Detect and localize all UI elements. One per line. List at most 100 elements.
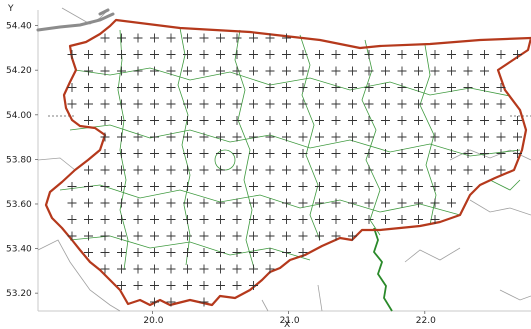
- grid-plus-mark: [232, 116, 242, 125]
- grid-plus-mark: [480, 83, 489, 92]
- grid-plus-mark: [166, 165, 176, 175]
- grid-plus-mark: [232, 66, 242, 76]
- grid-plus-mark: [216, 248, 225, 257]
- grid-plus-mark: [265, 50, 275, 59]
- grid-plus-mark: [183, 165, 192, 175]
- grid-plus-mark: [133, 198, 143, 208]
- grid-plus-mark: [463, 132, 473, 142]
- grid-plus-mark: [249, 83, 258, 92]
- grid-plus-mark: [117, 264, 126, 274]
- grid-plus-mark: [216, 99, 225, 109]
- grid-plus-mark: [397, 83, 407, 92]
- grid-plus-mark: [117, 215, 126, 224]
- grid-plus-mark: [348, 198, 357, 208]
- grid-plus-mark: [183, 83, 192, 92]
- grid-plus-mark: [166, 50, 176, 59]
- grid-plus-mark: [100, 99, 110, 109]
- grid-plus-mark: [199, 132, 209, 142]
- grid-plus-mark: [183, 248, 192, 257]
- grid-plus-mark: [265, 83, 275, 92]
- grid-plus-mark: [265, 33, 275, 43]
- grid-plus-mark: [463, 99, 473, 109]
- grid-plus-mark: [249, 231, 258, 241]
- grid-plus-mark: [216, 215, 225, 224]
- grid-plus-mark: [414, 132, 423, 142]
- grid-plus-mark: [166, 231, 176, 241]
- grid-plus-mark: [430, 182, 440, 191]
- grid-plus-mark: [463, 182, 473, 191]
- grid-plus-mark: [183, 149, 192, 158]
- grid-plus-mark: [348, 231, 357, 241]
- grid-plus-mark: [298, 215, 308, 224]
- grid-plus-mark: [183, 182, 192, 191]
- grid-plus-mark: [414, 165, 423, 175]
- grid-plus-mark: [381, 50, 390, 59]
- grid-plus-mark: [84, 215, 93, 224]
- grid-plus-mark: [463, 165, 473, 175]
- grid-plus-mark: [496, 132, 506, 142]
- grid-plus-mark: [447, 99, 456, 109]
- grid-plus-mark: [331, 50, 341, 59]
- grid-plus-mark: [117, 50, 126, 59]
- grid-plus-mark: [117, 33, 126, 43]
- grid-plus-mark: [447, 50, 456, 59]
- grid-plus-mark: [100, 231, 110, 241]
- grid-plus-mark: [216, 50, 225, 59]
- y-axis-ticks: 54.40 54.20 54.00 53.80 53.60 53.40 53.20: [6, 22, 38, 299]
- grid-plus-mark: [232, 264, 242, 274]
- grid-plus-mark: [364, 165, 374, 175]
- grid-plus-mark: [265, 182, 275, 191]
- grid-plus-mark: [216, 231, 225, 241]
- grid-plus-mark: [496, 83, 506, 92]
- grid-plus-mark: [199, 99, 209, 109]
- grid-plus-mark: [513, 132, 522, 142]
- grid-plus-mark: [117, 231, 126, 241]
- grid-plus-mark: [331, 149, 341, 158]
- y-tick-label: 53.60: [6, 200, 32, 210]
- grid-plus-mark: [232, 248, 242, 257]
- grid-plus-mark: [133, 132, 143, 142]
- grid-plus-mark: [100, 198, 110, 208]
- grid-plus-mark: [117, 66, 126, 76]
- grid-plus-mark: [265, 149, 275, 158]
- grid-plus-mark: [331, 231, 341, 241]
- grid-plus-mark: [513, 116, 522, 125]
- grid-plus-mark: [249, 50, 258, 59]
- grid-plus-mark: [249, 182, 258, 191]
- grid-plus-mark: [348, 215, 357, 224]
- grid-plus-mark: [381, 149, 390, 158]
- grid-plus-mark: [100, 116, 110, 125]
- grid-plus-mark: [133, 50, 143, 59]
- grid-plus-mark: [496, 149, 506, 158]
- grid-plus-mark: [282, 248, 291, 257]
- grid-plus-mark: [199, 198, 209, 208]
- grid-plus-mark: [298, 182, 308, 191]
- x-axis-label: X: [284, 320, 290, 329]
- grid-plus-mark: [183, 99, 192, 109]
- grid-plus-mark: [199, 33, 209, 43]
- grid-plus-mark: [364, 149, 374, 158]
- grid-plus-mark: [133, 83, 143, 92]
- y-tick-label: 54.40: [6, 22, 32, 32]
- grid-plus-mark: [364, 132, 374, 142]
- grid-plus-mark: [166, 264, 176, 274]
- grid-plus-mark: [183, 66, 192, 76]
- grid-plus-mark: [166, 116, 176, 125]
- grid-plus-mark: [100, 83, 110, 92]
- grid-plus-mark: [381, 198, 390, 208]
- grid-plus-mark: [133, 66, 143, 76]
- grid-plus-mark: [150, 50, 159, 59]
- grid-plus-mark: [430, 83, 440, 92]
- grid-plus-mark: [364, 66, 374, 76]
- grid-plus-mark: [100, 33, 110, 43]
- grid-plus-mark: [414, 66, 423, 76]
- grid-plus-mark: [447, 165, 456, 175]
- grid-plus-mark: [348, 50, 357, 59]
- grid-plus-mark: [249, 198, 258, 208]
- grid-plus-mark: [183, 198, 192, 208]
- x-tick-label: 21.0: [280, 316, 300, 326]
- grid-plus-mark: [100, 215, 110, 224]
- grid-plus-mark: [117, 198, 126, 208]
- grid-plus-mark: [150, 215, 159, 224]
